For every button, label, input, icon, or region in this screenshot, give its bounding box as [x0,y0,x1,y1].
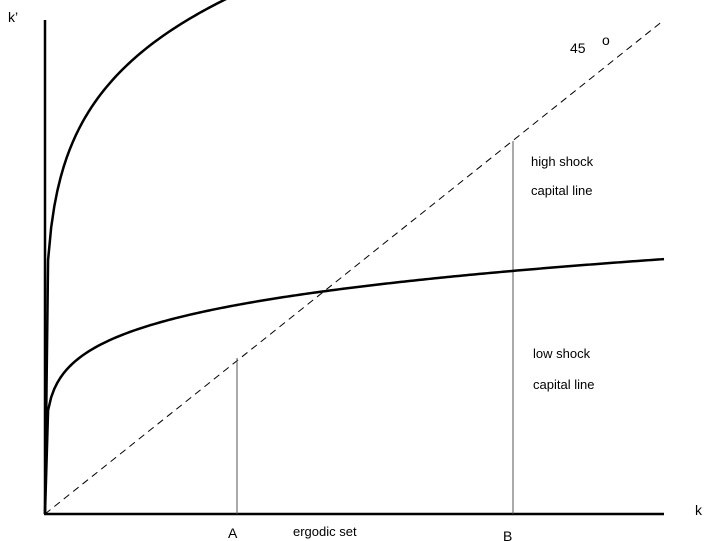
low-shock-label-line-2: capital line [533,377,594,392]
high-shock-label-line-1: high shock [531,154,594,169]
high-shock-capital-line [43,0,227,515]
forty-five-label: 45 [570,40,586,56]
ergodic-set-label: ergodic set [293,524,357,539]
low-shock-label-line-1: low shock [533,346,591,361]
x-axis-label: k [695,502,703,518]
marker-a-label: A [228,525,238,541]
degree-symbol: o [602,32,610,48]
low-shock-capital-line [43,257,665,515]
high-shock-label-line-2: capital line [531,183,592,198]
marker-b-label: B [503,528,512,541]
y-axis-label: k’ [8,9,18,25]
